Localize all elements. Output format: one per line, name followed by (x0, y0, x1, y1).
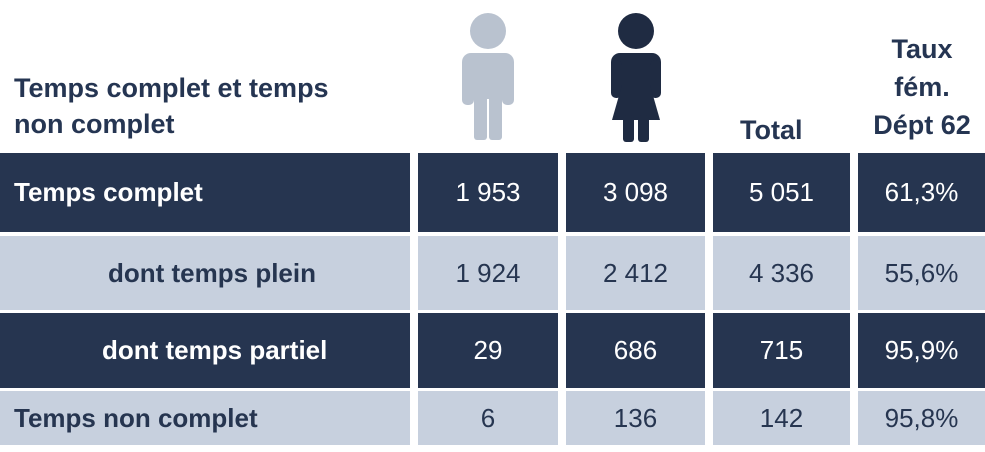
woman-icon (611, 13, 661, 142)
value-cell: 6 (418, 391, 558, 445)
header-title-line: Temps complet et temps (14, 73, 329, 103)
row-label: Temps complet (0, 153, 410, 232)
man-icon (462, 13, 514, 140)
header-total: Total (740, 115, 803, 145)
value-cell: 142 (713, 391, 850, 445)
row-label: dont temps partiel (0, 313, 410, 388)
value-cell: 715 (713, 313, 850, 388)
icons (462, 13, 661, 142)
header-title: Temps complet et temps non complet (14, 70, 329, 142)
table-row: Temps non complet 6 136 142 95,8% (0, 391, 985, 445)
row-label: Temps non complet (0, 391, 410, 445)
table-row: Temps complet 1 953 3 098 5 051 61,3% (0, 153, 985, 232)
header-title-line: non complet (14, 109, 175, 139)
row-label: dont temps plein (0, 236, 410, 310)
header-rate-line: fém. (894, 72, 950, 102)
value-cell: 95,8% (858, 391, 985, 445)
table-row: dont temps partiel 29 686 715 95,9% (0, 313, 985, 388)
value-cell: 3 098 (566, 153, 705, 232)
header-rate-line: Taux (891, 34, 953, 64)
value-cell: 2 412 (566, 236, 705, 310)
value-cell: 29 (418, 313, 558, 388)
value-cell: 5 051 (713, 153, 850, 232)
value-cell: 686 (566, 313, 705, 388)
value-cell: 61,3% (858, 153, 985, 232)
table-row: dont temps plein 1 924 2 412 4 336 55,6% (0, 236, 985, 310)
header-rate: Taux fém. Dépt 62 (862, 30, 982, 144)
value-cell: 95,9% (858, 313, 985, 388)
header-rate-line: Dépt 62 (873, 110, 971, 140)
value-cell: 136 (566, 391, 705, 445)
value-cell: 55,6% (858, 236, 985, 310)
value-cell: 1 924 (418, 236, 558, 310)
value-cell: 1 953 (418, 153, 558, 232)
value-cell: 4 336 (713, 236, 850, 310)
